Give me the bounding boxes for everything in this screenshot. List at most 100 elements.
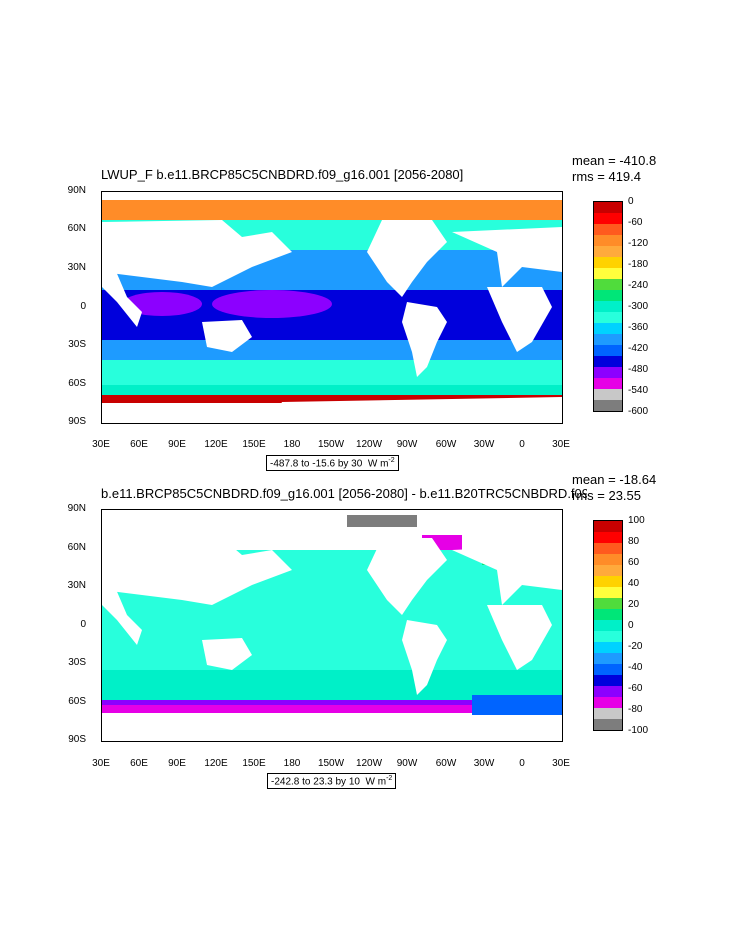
colorbar-swatch bbox=[594, 620, 622, 631]
colorbar-label: -480 bbox=[628, 364, 649, 375]
colorbar-label: -180 bbox=[628, 259, 649, 270]
xlabel: 30E bbox=[92, 439, 110, 450]
colorbar-label: -60 bbox=[628, 217, 643, 228]
units: W m bbox=[365, 776, 387, 788]
colorbar-label: -40 bbox=[628, 662, 643, 673]
ylabel: 60S bbox=[68, 378, 86, 389]
xlabel: 90W bbox=[396, 439, 418, 450]
xlabel: 30W bbox=[473, 758, 495, 769]
colorbar-swatch bbox=[594, 323, 622, 334]
colorbar-swatch bbox=[594, 598, 622, 609]
colorbar-swatch bbox=[594, 708, 622, 719]
xlabel: 150W bbox=[317, 758, 345, 769]
colorbar-swatch bbox=[594, 356, 622, 367]
colorbar-label: 0 bbox=[628, 620, 634, 631]
ylabel: 30N bbox=[67, 262, 86, 273]
xlabel: 30E bbox=[552, 439, 570, 450]
colorbar-swatch bbox=[594, 235, 622, 246]
colorbar-label: -120 bbox=[628, 238, 649, 249]
colorbar-label: -60 bbox=[628, 683, 643, 694]
colorbar-label: -100 bbox=[628, 725, 649, 736]
colorbar-swatch bbox=[594, 609, 622, 620]
ylabel: 30S bbox=[68, 339, 86, 350]
colorbar-label: 100 bbox=[628, 515, 645, 526]
colorbar-swatch bbox=[594, 554, 622, 565]
colorbar-swatch bbox=[594, 719, 622, 730]
ylabel: 90N bbox=[67, 503, 86, 514]
colorbar-label: 80 bbox=[628, 536, 640, 547]
panel1-rms: rms = 419.4 bbox=[572, 169, 642, 184]
xlabel: 30W bbox=[473, 439, 495, 450]
colorbar-swatch bbox=[594, 345, 622, 356]
colorbar-label: -80 bbox=[628, 704, 643, 715]
xlabel: 90E bbox=[168, 758, 186, 769]
units: W m bbox=[367, 458, 389, 470]
ylabel: 0 bbox=[80, 619, 86, 630]
xlabel: 120E bbox=[204, 439, 228, 450]
colorbar-swatch bbox=[594, 532, 622, 543]
colorbar-swatch bbox=[594, 367, 622, 378]
xlabel: 150E bbox=[242, 439, 266, 450]
xlabel: 0 bbox=[519, 439, 525, 450]
ylabel: 60N bbox=[67, 542, 86, 553]
colorbar-swatch bbox=[594, 521, 622, 532]
panel2-map bbox=[101, 509, 563, 742]
colorbar-swatch bbox=[594, 378, 622, 389]
xlabel: 120W bbox=[355, 758, 383, 769]
colorbar-label: -420 bbox=[628, 343, 649, 354]
colorbar-swatch bbox=[594, 202, 622, 213]
panel1-map bbox=[101, 191, 563, 424]
colorbar-swatch bbox=[594, 675, 622, 686]
colorbar-swatch bbox=[594, 631, 622, 642]
contour-range: -487.8 to -15.6 by 30 bbox=[270, 458, 363, 470]
xlabel: 90W bbox=[396, 758, 418, 769]
colorbar-swatch bbox=[594, 653, 622, 664]
ylabel: 90S bbox=[68, 416, 86, 427]
units-exponent: -2 bbox=[388, 457, 395, 464]
colorbar-swatch bbox=[594, 543, 622, 554]
panel1-contour-note: -487.8 to -15.6 by 30 W m-2 bbox=[266, 455, 399, 472]
colorbar-label: -540 bbox=[628, 385, 649, 396]
xlabel: 60W bbox=[435, 758, 457, 769]
colorbar-swatch bbox=[594, 334, 622, 345]
panel1-colorbar bbox=[593, 201, 623, 412]
ylabel: 0 bbox=[80, 301, 86, 312]
colorbar-swatch bbox=[594, 268, 622, 279]
colorbar-swatch bbox=[594, 312, 622, 323]
panel2-rms: rms = 23.55 bbox=[572, 488, 642, 503]
xlabel: 0 bbox=[519, 758, 525, 769]
panel1-title: LWUP_F b.e11.BRCP85C5CNBDRD.f09_g16.001 … bbox=[101, 167, 464, 182]
colorbar-swatch bbox=[594, 279, 622, 290]
colorbar-swatch bbox=[594, 664, 622, 675]
colorbar-swatch bbox=[594, 587, 622, 598]
xlabel: 60E bbox=[130, 439, 148, 450]
contour-range: -242.8 to 23.3 by 10 bbox=[271, 776, 360, 788]
ylabel: 90S bbox=[68, 734, 86, 745]
colorbar-swatch bbox=[594, 213, 622, 224]
xlabel: 120W bbox=[355, 439, 383, 450]
panel1-mean: mean = -410.8 bbox=[572, 153, 657, 168]
units-exponent: -2 bbox=[386, 775, 393, 782]
colorbar-label: 20 bbox=[628, 599, 640, 610]
colorbar-label: -300 bbox=[628, 301, 649, 312]
colorbar-swatch bbox=[594, 290, 622, 301]
colorbar-swatch bbox=[594, 686, 622, 697]
xlabel: 120E bbox=[204, 758, 228, 769]
colorbar-swatch bbox=[594, 642, 622, 653]
ylabel: 90N bbox=[67, 185, 86, 196]
xlabel: 60W bbox=[435, 439, 457, 450]
xlabel: 30E bbox=[552, 758, 570, 769]
colorbar-swatch bbox=[594, 389, 622, 400]
colorbar-label: -360 bbox=[628, 322, 649, 333]
colorbar-swatch bbox=[594, 565, 622, 576]
colorbar-label: 60 bbox=[628, 557, 640, 568]
panel2-mean: mean = -18.64 bbox=[572, 472, 657, 487]
colorbar-label: -240 bbox=[628, 280, 649, 291]
colorbar-swatch bbox=[594, 697, 622, 708]
xlabel: 60E bbox=[130, 758, 148, 769]
ylabel: 30N bbox=[67, 580, 86, 591]
colorbar-swatch bbox=[594, 400, 622, 411]
ylabel: 60S bbox=[68, 696, 86, 707]
colorbar-label: 40 bbox=[628, 578, 640, 589]
colorbar-swatch bbox=[594, 576, 622, 587]
